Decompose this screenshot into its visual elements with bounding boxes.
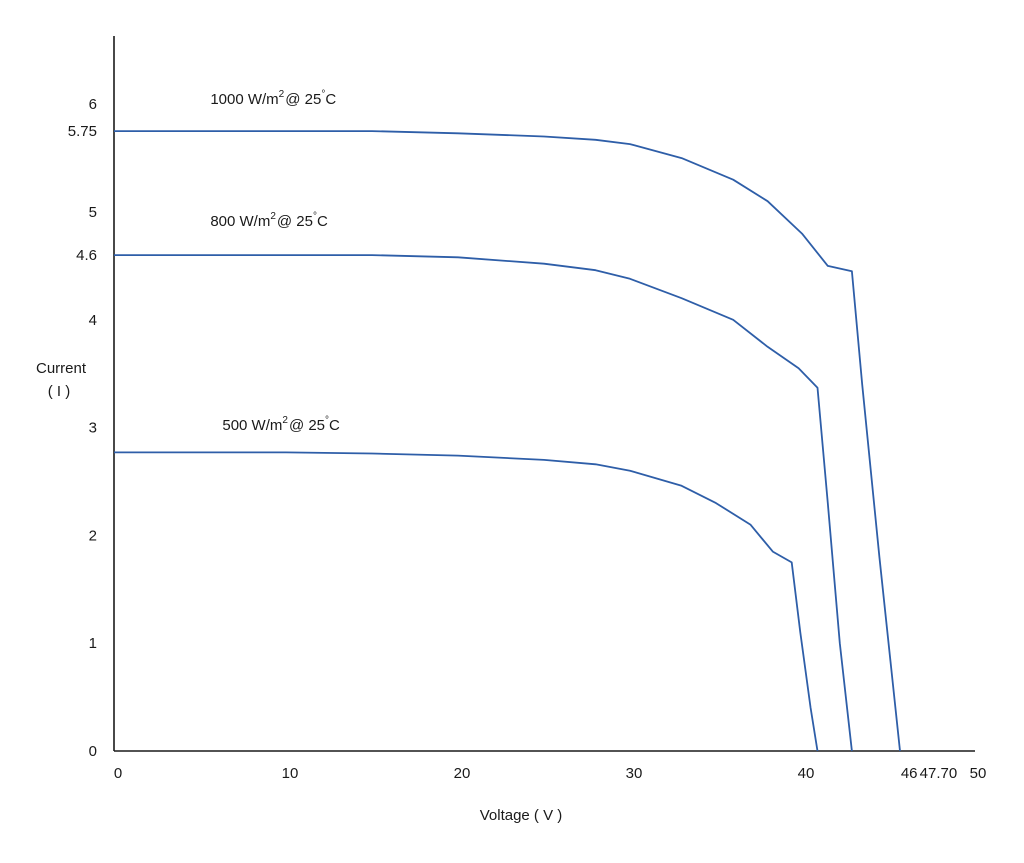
y-tick-label: 6: [89, 96, 97, 113]
series-label-text: 800 W/m: [210, 213, 270, 230]
series-curve-1: [114, 254, 853, 752]
series-label-text: C: [317, 213, 328, 230]
y-tick-label: 4.6: [76, 247, 97, 264]
y-tick-label: 5: [89, 204, 97, 221]
series-label-0: 1000 W/m2@ 25°C: [210, 89, 336, 108]
y-axis-label-line1: Current: [36, 360, 87, 377]
series-curve-2: [114, 451, 819, 752]
y-tick-label: 0: [89, 743, 97, 760]
series-label-degree: °: [321, 89, 325, 100]
series-label-text: @ 25: [285, 91, 321, 108]
x-tick-label: 0: [114, 765, 122, 782]
series-label-degree: °: [325, 415, 329, 426]
y-tick-label: 3: [89, 420, 97, 437]
y-axis-label-line2: ( I ): [48, 383, 71, 400]
x-tick-label: 46: [901, 765, 918, 782]
series-label-1: 800 W/m2@ 25°C: [210, 211, 328, 230]
series-label-text: 500 W/m: [222, 417, 282, 434]
series-curves: [114, 130, 901, 752]
series-label-text: C: [329, 417, 340, 434]
series-label-superscript: 2: [270, 211, 276, 222]
series-label-degree: °: [313, 211, 317, 222]
x-tick-label: 40: [798, 765, 815, 782]
series-curve-0: [114, 130, 901, 752]
x-axis-label: Voltage ( V ): [480, 807, 563, 824]
y-tick-label: 5.75: [68, 123, 97, 140]
x-tick-label: 47.70: [920, 765, 958, 782]
series-label-2: 500 W/m2@ 25°C: [222, 415, 340, 434]
y-tick-label: 2: [89, 527, 97, 544]
series-label-text: 1000 W/m: [210, 91, 278, 108]
series-label-text: @ 25: [277, 213, 313, 230]
series-label-superscript: 2: [279, 89, 285, 100]
y-tick-labels: 0 1 2 3 4 4.6 5 5.75 6: [68, 96, 97, 760]
series-label-superscript: 2: [282, 415, 288, 426]
x-tick-label: 30: [626, 765, 643, 782]
x-tick-label: 50: [970, 765, 987, 782]
y-tick-label: 1: [89, 635, 97, 652]
y-tick-label: 4: [89, 312, 97, 329]
x-tick-label: 10: [282, 765, 299, 782]
series-label-text: C: [325, 91, 336, 108]
x-tick-label: 20: [454, 765, 471, 782]
series-label-text: @ 25: [289, 417, 325, 434]
x-tick-labels: 0 10 20 30 40 46 47.70 50: [114, 765, 987, 782]
